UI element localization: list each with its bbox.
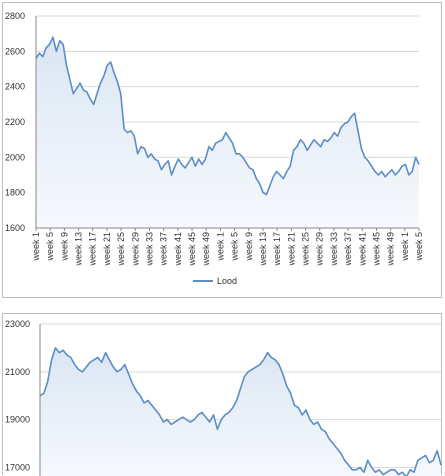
x-tick-label: week 5 (45, 232, 55, 262)
x-tick-label: week 13 (258, 232, 268, 267)
series-area (36, 37, 419, 229)
series-line (39, 347, 442, 476)
x-tick-label: week 29 (315, 232, 325, 267)
x-tick-label: week 9 (59, 232, 69, 262)
y-tick-label: 2600 (5, 46, 25, 56)
x-tick-label: week 33 (144, 232, 154, 267)
x-tick-label: week 9 (244, 232, 254, 262)
y-tick-label: 2200 (5, 117, 25, 127)
x-tick-label: week 49 (201, 232, 211, 267)
x-tick-label: week 17 (272, 232, 282, 267)
series-area (40, 347, 441, 476)
x-tick-label: week 45 (371, 232, 381, 267)
y-tick-label: 21000 (5, 367, 30, 377)
y-tick-label: 1800 (5, 188, 25, 198)
x-tick-label: week 49 (386, 232, 396, 267)
y-tick-label: 23000 (5, 319, 30, 329)
x-tick-label: week 45 (187, 232, 197, 267)
legend-label: Lood (217, 276, 237, 286)
x-tick-label: week 5 (414, 232, 424, 262)
x-tick-label: week 41 (173, 232, 183, 267)
y-tick-label: 19000 (5, 415, 30, 425)
y-tick-label: 2800 (5, 11, 25, 21)
x-tick-label: week 33 (329, 232, 339, 267)
series-line (35, 36, 420, 196)
x-tick-label: week 17 (88, 232, 98, 267)
x-tick-label: week 25 (116, 232, 126, 267)
x-tick-label: week 25 (301, 232, 311, 267)
y-tick-label: 2000 (5, 152, 25, 162)
x-tick-label: week 13 (74, 232, 84, 267)
x-tick-label: week 37 (343, 232, 353, 267)
x-tick-label: week 29 (130, 232, 140, 267)
line-chart-top: 1600 1800 2000 2200 2400 2600 2800 week 1 week 5… (5, 11, 424, 286)
line-chart-bottom: 17000 19000 21000 23000 (5, 319, 442, 476)
chart-panel-bottom: 17000 19000 21000 23000 (2, 313, 442, 476)
x-tick-label: week 1 (215, 232, 225, 262)
x-tick-label: week 37 (159, 232, 169, 267)
x-tick-label: week 41 (357, 232, 367, 267)
y-tick-label: 1600 (5, 223, 25, 233)
x-tick-label: week 1 (400, 232, 410, 262)
y-tick-label: 2400 (5, 82, 25, 92)
x-tick-label: week 5 (230, 232, 240, 262)
y-tick-label: 17000 (5, 462, 30, 472)
x-tick-label: week 1 (31, 232, 41, 262)
x-tick-label: week 21 (102, 232, 112, 267)
x-tick-label: week 21 (286, 232, 296, 267)
chart-panel-top: 1600 1800 2000 2200 2400 2600 2800 week 1 week 5… (2, 2, 442, 298)
